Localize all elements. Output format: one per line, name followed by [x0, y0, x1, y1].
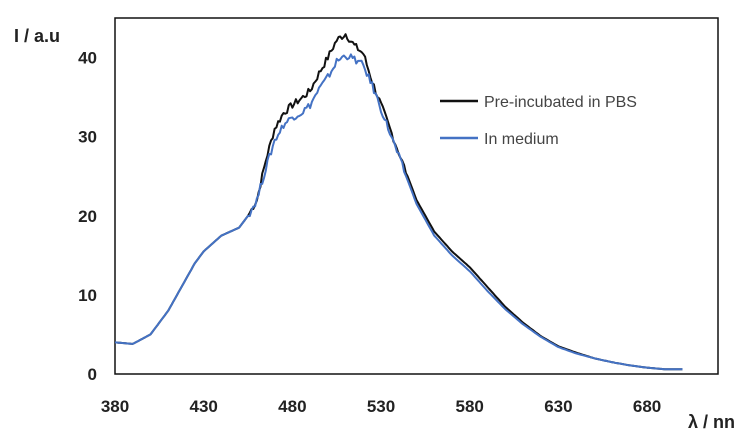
x-tick-label: 380	[101, 397, 129, 416]
plot-frame	[114, 17, 719, 375]
y-axis-title: I / a.u	[14, 26, 60, 46]
series-lines	[114, 33, 683, 371]
legend-label-medium: In medium	[484, 131, 559, 148]
x-tick-label: 430	[189, 397, 217, 416]
series-line-medium	[114, 53, 683, 371]
legend: Pre-incubated in PBS In medium	[440, 94, 637, 148]
y-tick-label: 10	[78, 286, 97, 305]
x-tick-label: 530	[367, 397, 395, 416]
x-axis-title: λ / nn	[688, 412, 735, 432]
x-tick-label: 580	[456, 397, 484, 416]
x-tick-label: 680	[633, 397, 661, 416]
y-tick-labels: 0 10 20 30 40	[78, 49, 97, 384]
x-tick-label: 480	[278, 397, 306, 416]
y-tick-label: 40	[78, 49, 97, 68]
y-tick-label: 20	[78, 207, 97, 226]
x-tick-label: 630	[544, 397, 572, 416]
y-tick-label: 30	[78, 128, 97, 147]
x-tick-labels: 380 430 480 530 580 630 680	[101, 397, 661, 416]
series-line-pbs	[114, 33, 683, 371]
legend-label-pbs: Pre-incubated in PBS	[484, 94, 637, 111]
y-tick-label: 0	[88, 365, 97, 384]
